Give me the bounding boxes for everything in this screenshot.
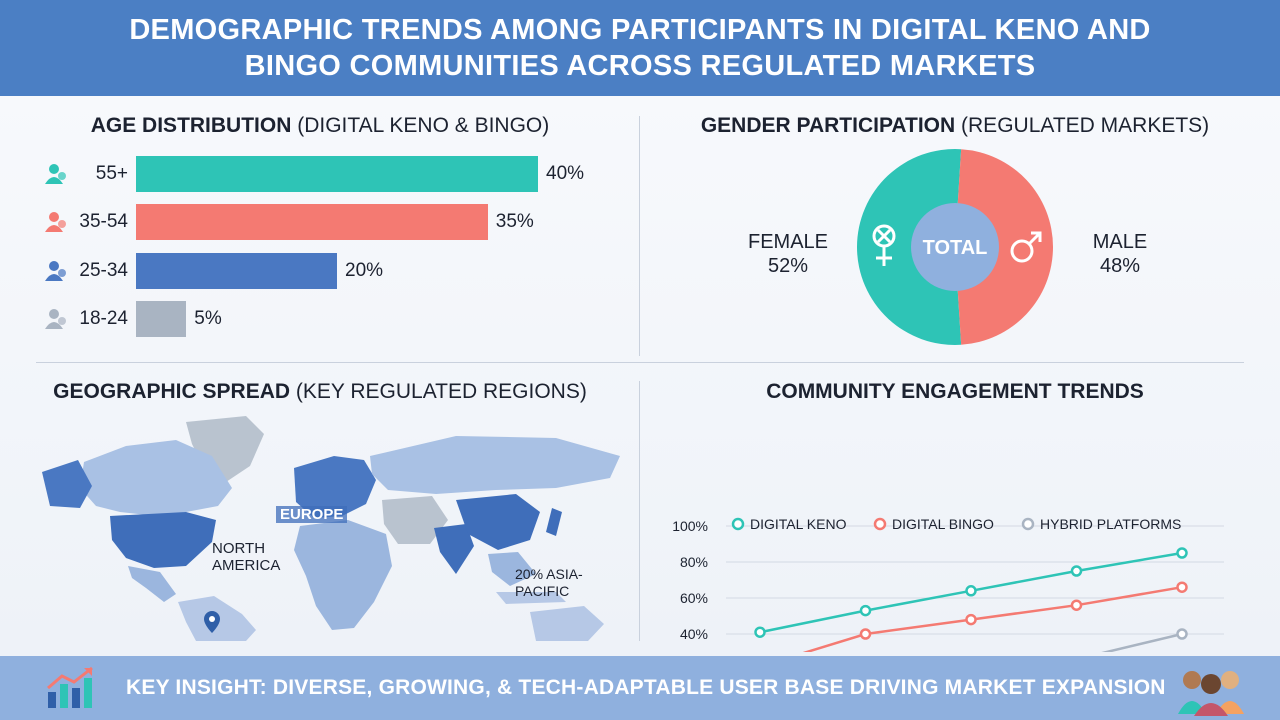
map-region-indonesia: [496, 592, 566, 604]
y-tick-label: 80%: [680, 554, 708, 570]
legend-label: DIGITAL BINGO: [892, 516, 994, 532]
map-region-alaska: [42, 460, 92, 508]
data-point: [859, 628, 872, 640]
legend-label: DIGITAL KENO: [750, 516, 847, 532]
age-value-label: 5%: [194, 308, 222, 329]
geo-title-rest: (KEY REGULATED REGIONS): [290, 380, 587, 403]
male-label: MALE 48%: [1060, 230, 1180, 278]
engagement-title-bold: COMMUNITY ENGAGEMENT TRENDS: [766, 380, 1144, 403]
trend-chart-icon: [47, 666, 93, 708]
person-icon: [45, 212, 66, 232]
main-content: AGE DISTRIBUTION (DIGITAL KENO & BINGO) …: [0, 96, 1280, 656]
divider: [639, 116, 640, 356]
people-group-icon: [1178, 671, 1244, 716]
age-category-label: 55+: [95, 163, 128, 184]
series-line: [1101, 632, 1183, 652]
map-label-north-america: NORTH AMERICA: [212, 540, 281, 574]
person-icon: [45, 309, 66, 329]
map-region-russia: [370, 436, 620, 494]
map-region-japan: [546, 508, 562, 536]
data-point: [859, 604, 872, 617]
map-label-europe: EUROPE: [276, 506, 348, 523]
female-icon: [872, 224, 896, 266]
age-row: 55+ 40%: [40, 156, 640, 192]
data-point: [1070, 565, 1083, 577]
y-tick-label: 100%: [672, 518, 708, 534]
age-category-label: 35-54: [79, 211, 128, 232]
male-icon: [1010, 231, 1042, 263]
legend-label: HYBRID PLATFORMS: [1040, 516, 1181, 532]
age-row: 35-54 35%: [40, 204, 640, 240]
age-value-label: 35%: [495, 211, 534, 232]
legend-item: DIGITAL BINGO: [873, 516, 994, 532]
gender-title-rest: (REGULATED MARKETS): [955, 114, 1210, 137]
data-point: [1176, 628, 1188, 640]
age-bar: [136, 253, 337, 289]
pie-slice-male: [955, 149, 1054, 345]
map-region-mexico: [128, 566, 176, 602]
y-tick-label: 40%: [680, 626, 708, 642]
map-region-canada: [80, 440, 232, 516]
map-region-china: [456, 494, 540, 550]
y-tick-label: 60%: [680, 590, 708, 606]
data-point: [965, 613, 977, 626]
age-category-label: 18-24: [79, 308, 128, 329]
map-region-europe: [294, 456, 376, 518]
age-title-bold: AGE DISTRIBUTION: [90, 114, 292, 137]
person-icon: [45, 164, 66, 184]
person-icon: [45, 261, 66, 281]
age-value-label: 40%: [546, 163, 585, 184]
age-row: 18-24 5%: [40, 301, 640, 337]
map-region-middle-east: [382, 496, 448, 544]
data-point: [1176, 547, 1188, 559]
female-label-text: FEMALE: [747, 231, 829, 253]
data-point: [1070, 599, 1083, 611]
age-title-rest: (DIGITAL KENO & BINGO): [291, 114, 550, 137]
age-panel-title: AGE DISTRIBUTION (DIGITAL KENO & BINGO): [40, 114, 600, 138]
female-label: FEMALE 52%: [728, 230, 848, 278]
age-value-label: 20%: [345, 260, 384, 281]
age-bar: [136, 301, 187, 337]
engagement-line-chart: 0%30%40%60%80%100%Q1Q2Q3Q3Q4DIGITAL KENO…: [672, 516, 1224, 652]
footer-banner: KEY INSIGHT: DIVERSE, GROWING, & TECH-AD…: [0, 656, 1280, 720]
age-category-label: 25-34: [79, 260, 128, 281]
age-row: 25-34 20%: [40, 253, 640, 289]
world-map: [42, 416, 620, 641]
map-region-india: [434, 524, 474, 574]
female-value-text: 52%: [767, 255, 809, 277]
male-value-text: 48%: [1099, 255, 1141, 277]
legend-item: DIGITAL KENO: [731, 516, 847, 532]
age-bar: [136, 204, 488, 240]
data-point: [965, 585, 977, 597]
map-label-asia-pacific: 20% ASIA-PACIFIC: [515, 566, 583, 599]
legend-item: HYBRID PLATFORMS: [1021, 516, 1181, 532]
data-point: [1176, 581, 1188, 593]
map-region-southeast-asia: [488, 552, 536, 586]
page-title: DEMOGRAPHIC TRENDS AMONG PARTICIPANTS IN…: [129, 14, 1151, 82]
pie-center: [911, 203, 999, 291]
male-label-text: MALE: [1092, 231, 1148, 253]
map-region-africa: [294, 520, 392, 630]
data-point: [754, 626, 766, 638]
pie-slice-female: [857, 149, 962, 345]
age-bar: [136, 156, 538, 192]
engagement-panel-title: COMMUNITY ENGAGEMENT TRENDS: [660, 380, 1250, 404]
geo-title-bold: GEOGRAPHIC SPREAD: [53, 380, 291, 403]
pie-center-label: TOTAL: [923, 237, 988, 259]
gender-panel-title: GENDER PARTICIPATION (REGULATED MARKETS): [660, 114, 1250, 138]
map-region-usa: [110, 512, 216, 568]
gender-title-bold: GENDER PARTICIPATION: [700, 114, 956, 137]
gender-pie-chart: TOTAL: [857, 149, 1054, 345]
divider: [639, 381, 640, 641]
divider: [36, 362, 1244, 363]
location-pin-icon: [204, 611, 220, 633]
geo-panel-title: GEOGRAPHIC SPREAD (KEY REGULATED REGIONS…: [40, 380, 600, 404]
header-banner: DEMOGRAPHIC TRENDS AMONG PARTICIPANTS IN…: [0, 0, 1280, 96]
footer-insight-text: KEY INSIGHT: DIVERSE, GROWING, & TECH-AD…: [126, 676, 1166, 699]
map-region-australia: [530, 606, 604, 641]
